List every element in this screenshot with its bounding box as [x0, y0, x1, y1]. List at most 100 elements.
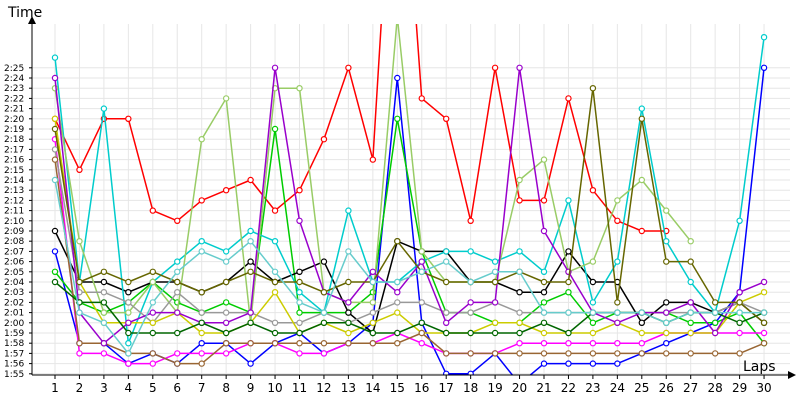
x-tick-label: 8 [222, 381, 230, 395]
data-point [418, 95, 425, 102]
data-point [516, 248, 523, 255]
data-point [149, 329, 156, 337]
data-point [222, 309, 230, 316]
data-point [687, 258, 694, 265]
data-point [687, 350, 694, 357]
data-point [320, 135, 328, 143]
y-tick-label: 2:16 [4, 156, 24, 166]
data-point [467, 278, 474, 286]
data-point [100, 268, 108, 275]
data-point [540, 197, 548, 204]
data-point [394, 237, 401, 245]
y-tick-label: 2:21 [4, 105, 24, 115]
data-point [565, 340, 572, 347]
data-point [198, 248, 205, 255]
data-point [394, 278, 401, 286]
data-point [198, 289, 205, 296]
data-point [51, 115, 59, 123]
data-point [345, 64, 352, 72]
x-tick-label: 10 [267, 381, 282, 395]
data-point [663, 207, 670, 214]
data-point [418, 299, 425, 306]
data-point [76, 278, 83, 286]
data-point [418, 258, 425, 265]
data-point [174, 309, 181, 316]
data-point [320, 309, 328, 316]
data-point [296, 299, 303, 306]
x-tick-label: 12 [316, 381, 331, 395]
data-point [247, 237, 254, 245]
data-point [760, 319, 768, 326]
x-tick-label: 6 [173, 381, 181, 395]
data-point [198, 237, 205, 245]
data-point [491, 278, 499, 286]
data-point [687, 278, 694, 286]
data-point [418, 248, 425, 255]
data-point [320, 340, 328, 347]
data-point [565, 278, 572, 286]
data-point [198, 309, 205, 316]
data-point [149, 350, 156, 357]
y-tick-label: 2:14 [4, 176, 24, 186]
x-tick-label: 18 [463, 381, 478, 395]
data-point [296, 350, 303, 357]
series-line [54, 179, 765, 355]
data-point [589, 309, 597, 316]
data-point [467, 309, 474, 316]
data-point [271, 340, 279, 347]
x-axis-title: Laps [743, 359, 776, 375]
data-point [614, 258, 621, 265]
data-point [614, 299, 621, 306]
series-line [54, 37, 765, 344]
data-point [394, 329, 401, 337]
x-tick-label: 27 [683, 381, 698, 395]
y-tick-label: 2:15 [4, 166, 24, 176]
data-point [125, 278, 132, 286]
data-point [247, 227, 254, 235]
series-line [54, 24, 667, 232]
series-14 [51, 176, 768, 357]
data-point [296, 309, 303, 316]
y-tick-label: 2:08 [4, 237, 24, 247]
data-point [51, 278, 59, 286]
data-point [247, 340, 254, 347]
data-point [394, 74, 401, 82]
data-point [222, 258, 230, 265]
data-point [394, 299, 401, 306]
data-point [125, 360, 132, 367]
data-point [540, 227, 548, 235]
data-point [76, 340, 83, 347]
data-point [516, 319, 523, 326]
data-point [369, 268, 377, 275]
data-point [443, 319, 450, 326]
data-point [394, 289, 401, 296]
data-point [516, 197, 523, 204]
x-tick-label: 24 [610, 381, 625, 395]
data-point [174, 258, 181, 265]
data-point [51, 125, 59, 133]
data-point [687, 329, 694, 337]
y-tick-label: 2:03 [4, 288, 24, 298]
data-point [540, 299, 548, 306]
data-point [345, 340, 352, 347]
data-point [51, 176, 59, 184]
data-point [222, 278, 230, 286]
data-point [198, 350, 205, 357]
y-tick-label: 1:55 [4, 370, 24, 380]
data-point [247, 258, 254, 265]
data-point [149, 278, 156, 286]
data-point [222, 340, 230, 347]
data-point [100, 299, 108, 306]
data-point [711, 309, 719, 316]
data-point [296, 340, 303, 347]
data-point [663, 340, 670, 347]
data-point [491, 299, 499, 306]
data-point [222, 350, 230, 357]
data-point [443, 115, 450, 123]
series-8 [51, 146, 768, 326]
data-point [395, 14, 400, 19]
data-point [125, 309, 132, 316]
data-point [51, 54, 59, 61]
data-point [638, 176, 646, 184]
y-tick-label: 1:58 [4, 339, 24, 349]
